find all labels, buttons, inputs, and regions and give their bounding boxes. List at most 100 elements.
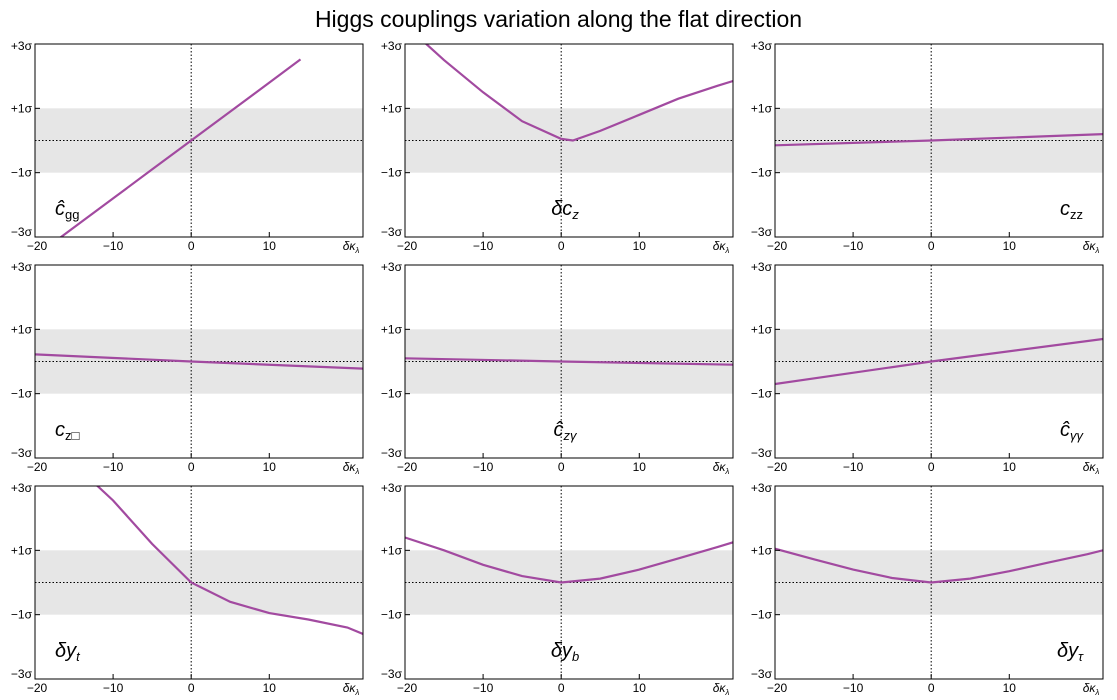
y-tick-label: +3σ xyxy=(11,481,33,495)
x-tick-label: −20 xyxy=(27,460,48,474)
plot-frame xyxy=(34,43,364,238)
plot-frame xyxy=(404,485,734,680)
x-tick-label: −20 xyxy=(767,239,788,253)
panel-3: +3σ +1σ −1σ −3σ−20 −10 0 10 δκλ czz xyxy=(751,39,1104,255)
x-axis-label: δκλ xyxy=(713,460,730,476)
y-tick-label: −3σ xyxy=(381,667,403,681)
panel-label: ĉγγ xyxy=(1060,419,1085,443)
panel-6: +3σ +1σ −1σ −3σ−20 −10 0 10 δκλ ĉγγ xyxy=(751,260,1104,476)
panel-label: ĉgg xyxy=(55,198,79,222)
y-tick-label: +1σ xyxy=(11,322,33,336)
y-tick-label: +3σ xyxy=(751,481,773,495)
y-tick-label: +3σ xyxy=(11,260,33,274)
y-tick-label: −1σ xyxy=(381,387,403,401)
y-tick-label: +1σ xyxy=(381,322,403,336)
panel-label: δyτ xyxy=(1057,640,1084,664)
x-tick-label: 0 xyxy=(188,460,195,474)
series-line xyxy=(775,337,1103,386)
x-axis-label: δκλ xyxy=(1083,239,1100,255)
plot-frame xyxy=(774,485,1104,680)
panel-8: +3σ +1σ −1σ −3σ−20 −10 0 10 δκλ δyb xyxy=(381,481,734,697)
x-tick-label: 10 xyxy=(1003,460,1017,474)
y-tick-label: −3σ xyxy=(751,225,773,239)
x-tick-label: 0 xyxy=(928,239,935,253)
y-tick-label: −3σ xyxy=(751,446,773,460)
x-tick-label: 0 xyxy=(558,239,565,253)
x-tick-label: 0 xyxy=(188,681,195,695)
x-tick-label: 0 xyxy=(188,239,195,253)
x-tick-label: −10 xyxy=(103,460,124,474)
x-axis-label: δκλ xyxy=(343,239,360,255)
x-tick-label: −10 xyxy=(843,239,864,253)
y-tick-label: −3σ xyxy=(11,446,33,460)
x-axis-label: δκλ xyxy=(1083,460,1100,476)
panel-label: δyb xyxy=(551,640,579,664)
y-tick-label: +1σ xyxy=(751,101,773,115)
series-line xyxy=(59,58,302,237)
x-tick-label: 10 xyxy=(633,681,647,695)
x-tick-label: 10 xyxy=(1003,681,1017,695)
x-tick-label: 0 xyxy=(558,681,565,695)
panel-label: δyt xyxy=(55,640,81,664)
series-line xyxy=(424,44,733,142)
y-tick-label: −1σ xyxy=(11,166,33,180)
x-tick-label: 10 xyxy=(263,239,277,253)
panel-2: +3σ +1σ −1σ −3σ−20 −10 0 10 δκλ δcz xyxy=(381,39,734,255)
panel-7: +3σ +1σ −1σ −3σ−20 −10 0 10 δκλ δyt xyxy=(11,481,364,697)
x-axis-label: δκλ xyxy=(713,239,730,255)
y-tick-label: +1σ xyxy=(381,101,403,115)
series-line xyxy=(35,353,363,370)
y-tick-label: +1σ xyxy=(751,543,773,557)
panel-4: +3σ +1σ −1σ −3σ−20 −10 0 10 δκλ cz□ xyxy=(11,260,364,476)
x-tick-label: 10 xyxy=(263,460,277,474)
y-tick-label: +1σ xyxy=(11,543,33,557)
plot-frame xyxy=(34,485,364,680)
panel-label: cz□ xyxy=(55,419,80,443)
x-tick-label: −20 xyxy=(27,681,48,695)
y-tick-label: +3σ xyxy=(11,39,33,53)
x-tick-label: −20 xyxy=(397,681,418,695)
x-tick-label: 0 xyxy=(558,460,565,474)
y-tick-label: −1σ xyxy=(751,166,773,180)
x-tick-label: −20 xyxy=(767,681,788,695)
plot-frame xyxy=(774,43,1104,238)
x-tick-label: −10 xyxy=(473,239,494,253)
y-tick-label: +1σ xyxy=(381,543,403,557)
x-tick-label: −10 xyxy=(103,681,124,695)
y-tick-label: −1σ xyxy=(11,387,33,401)
x-tick-label: −10 xyxy=(843,681,864,695)
panel-label: ĉzγ xyxy=(554,419,579,443)
x-tick-label: −10 xyxy=(473,681,494,695)
y-tick-label: −3σ xyxy=(381,225,403,239)
x-tick-label: 10 xyxy=(263,681,277,695)
plot-frame xyxy=(34,264,364,459)
plot-frame xyxy=(404,43,734,238)
panel-5: +3σ +1σ −1σ −3σ−20 −10 0 10 δκλ ĉzγ xyxy=(381,260,734,476)
y-tick-label: −1σ xyxy=(751,608,773,622)
y-tick-label: +3σ xyxy=(751,39,773,53)
plot-frame xyxy=(404,264,734,459)
x-tick-label: 10 xyxy=(633,239,647,253)
plot-frame xyxy=(774,264,1104,459)
series-line xyxy=(405,536,733,584)
x-axis-label: δκλ xyxy=(1083,681,1100,697)
x-axis-label: δκλ xyxy=(343,681,360,697)
x-tick-label: −20 xyxy=(767,460,788,474)
y-tick-label: −1σ xyxy=(11,608,33,622)
x-tick-label: 10 xyxy=(1003,239,1017,253)
series-line xyxy=(775,547,1103,584)
y-tick-label: +1σ xyxy=(11,101,33,115)
y-tick-label: +3σ xyxy=(381,260,403,274)
x-tick-label: −20 xyxy=(27,239,48,253)
x-axis-label: δκλ xyxy=(343,460,360,476)
y-tick-label: −1σ xyxy=(381,608,403,622)
y-tick-label: −3σ xyxy=(381,446,403,460)
x-tick-label: −10 xyxy=(843,460,864,474)
y-tick-label: +3σ xyxy=(381,39,403,53)
y-tick-label: +1σ xyxy=(751,322,773,336)
chart-title: Higgs couplings variation along the flat… xyxy=(314,6,803,32)
panel-9: +3σ +1σ −1σ −3σ−20 −10 0 10 δκλ δyτ xyxy=(751,481,1104,697)
series-line xyxy=(775,133,1103,147)
y-tick-label: −1σ xyxy=(751,387,773,401)
